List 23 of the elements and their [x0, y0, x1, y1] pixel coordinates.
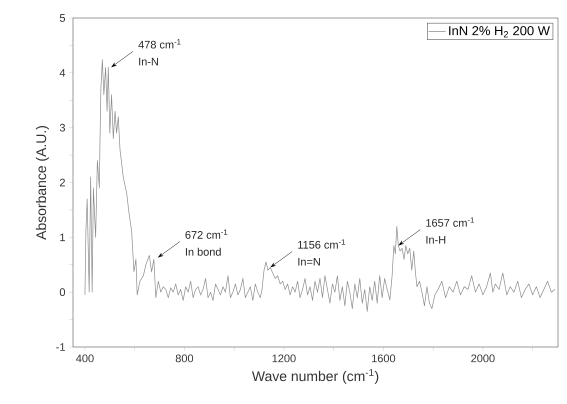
y-tick-label: 3 [60, 124, 66, 132]
annotation: 478 cm$^{-1}$ [138, 39, 181, 49]
annotation: In-N [139, 58, 158, 66]
y-tick-label: 0 [60, 288, 66, 296]
y-tick-label: 2 [60, 178, 65, 186]
y-tick-label: 4 [60, 69, 66, 77]
x-tick-label: 1600 [372, 354, 396, 362]
y-tick-label: 5 [60, 14, 66, 22]
annotation: In bond [186, 248, 221, 256]
x-tick-label: 400 [76, 354, 94, 362]
annotation: 672 cm$^{-1}$ [185, 229, 228, 239]
y-axis-title: Absorbance (A.U.) [36, 126, 49, 240]
x-tick-label: 1200 [272, 354, 296, 362]
x-tick-label: 800 [176, 354, 194, 362]
legend-label: InN 2% H$_{2}$ 200 W [449, 26, 550, 38]
annotation: In-H [426, 236, 446, 244]
annotation: In=N [298, 258, 320, 266]
x-axis-title: Wave number (cm$^{-1}$) [252, 369, 378, 384]
x-tick-label: 2000 [471, 354, 495, 362]
annotation: 1156 cm$^{-1}$ [298, 239, 345, 249]
annotation: 1657 cm$^{-1}$ [426, 217, 474, 227]
y-tick-label: -1 [56, 343, 65, 351]
y-tick-label: 1 [60, 234, 65, 242]
